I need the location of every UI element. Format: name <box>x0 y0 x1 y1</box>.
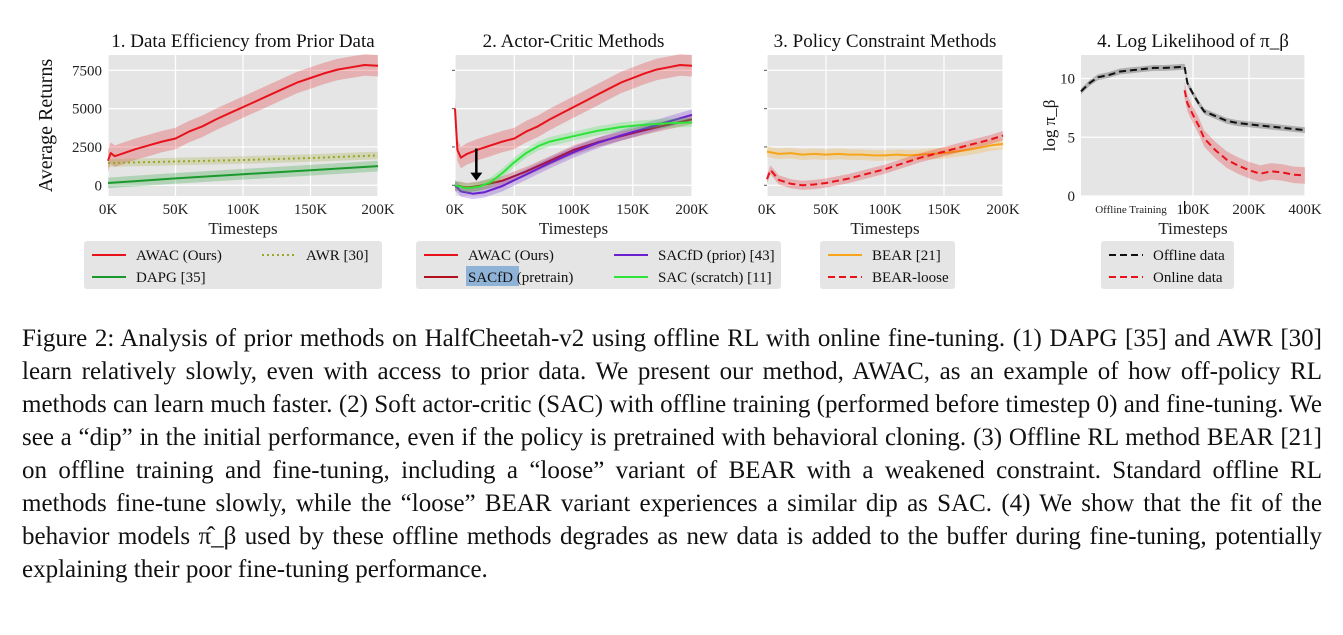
x-tick-label: 50K <box>813 202 839 218</box>
legend-label: Offline data <box>1153 248 1225 264</box>
x-tick-label: 200K <box>361 202 395 218</box>
x-tick-label: 200K <box>675 202 709 218</box>
y-axis-label: log π_β <box>1040 100 1059 152</box>
series-line <box>107 165 379 184</box>
legend-label: BEAR-loose <box>872 270 949 286</box>
series-line <box>454 64 693 159</box>
y-tick-label: 0 <box>1068 189 1076 205</box>
series-line <box>766 142 1004 157</box>
x-tick-label: 100K <box>226 202 260 218</box>
legend-label: SACfD (pretrain) <box>468 270 573 286</box>
series-line <box>454 121 693 190</box>
x-tick-label: 50K <box>501 202 527 218</box>
y-tick-label: 0 <box>95 178 103 194</box>
legend-label: BEAR [21] <box>872 248 941 264</box>
text-selection-highlight <box>466 266 519 286</box>
series-band <box>1184 82 1305 184</box>
legend-label: AWAC (Ours) <box>468 248 554 264</box>
offline-training-label: Offline Training <box>1095 204 1167 216</box>
dip-arrow-head <box>470 172 483 181</box>
series-line <box>107 154 379 164</box>
y-tick-label: 2500 <box>72 140 102 156</box>
x-tick-label: 200K <box>1232 202 1266 218</box>
chart-panel-2: 0K 50K 100K 150K 200K 2. Actor-Critic Methods… <box>416 31 781 289</box>
legend: AWAC (Ours) SACfD (pretrain) SACfD (prior)… <box>416 241 781 289</box>
legend-label: DAPG [35] <box>136 270 206 286</box>
figure-caption: Figure 2: Analysis of prior methods on Ha… <box>22 322 1322 586</box>
x-axis-label: Timesteps <box>1158 219 1227 238</box>
legend-label: SACfD (prior) [43] <box>658 248 775 264</box>
chart-panel-1: 0K 50K 100K 150K 200K 0 2500 5000 7500 1. Data Ef… <box>35 31 395 289</box>
legend-label: AWAC (Ours) <box>136 248 222 264</box>
x-axis-label: Timesteps <box>539 219 608 238</box>
chart-title: 1. Data Efficiency from Prior Data <box>111 31 375 52</box>
caption-text: Analysis of prior methods on HalfCheetah… <box>22 325 1323 583</box>
x-tick-label: 200K <box>986 202 1020 218</box>
y-tick-label: 5 <box>1068 130 1076 146</box>
x-tick-label: 100K <box>557 202 591 218</box>
series-line <box>107 64 379 162</box>
series-band <box>455 54 692 169</box>
x-tick-label: 100K <box>1176 202 1210 218</box>
x-axis-label: Timesteps <box>208 219 277 238</box>
x-tick-label: 150K <box>616 202 650 218</box>
y-tick-label: 5000 <box>72 102 102 118</box>
legend: AWAC (Ours) DAPG [35] AWR [30] <box>84 241 382 289</box>
x-tick-label: 150K <box>294 202 328 218</box>
x-tick-label: 100K <box>868 202 902 218</box>
legend-label: AWR [30] <box>306 248 369 264</box>
y-tick-label: 10 <box>1060 72 1075 88</box>
legend-label: SAC (scratch) [11] <box>658 270 772 286</box>
chart-title: 3. Policy Constraint Methods <box>774 31 997 52</box>
x-tick-label: 150K <box>927 202 961 218</box>
series-band <box>1081 63 1305 134</box>
legend: Offline data Online data <box>1101 241 1234 289</box>
chart-title: 4. Log Likelihood of π_β <box>1097 31 1289 52</box>
x-tick-label: 400K <box>1288 202 1322 218</box>
series-band <box>108 54 378 172</box>
x-tick-label: 50K <box>163 202 189 218</box>
chart-panel-3: 0K 50K 100K 150K 200K 3. Policy Constraint Me… <box>758 31 1020 289</box>
legend-box <box>84 241 382 289</box>
y-tick-label: 7500 <box>72 63 102 79</box>
series-line <box>1080 65 1306 132</box>
series-line <box>766 134 1004 187</box>
legend: BEAR [21] BEAR-loose <box>820 241 955 289</box>
chart-title: 2. Actor-Critic Methods <box>483 31 665 52</box>
legend-label: Online data <box>1153 270 1223 286</box>
x-tick-label: 0K <box>99 202 118 218</box>
x-tick-label: 0K <box>446 202 465 218</box>
y-axis-label: Average Returns <box>35 59 57 193</box>
series-band <box>455 117 692 193</box>
series-line <box>1183 90 1306 177</box>
x-axis-label: Timesteps <box>850 219 919 238</box>
chart-panel-4: 100K 200K 400K 0 5 10 Offline Training 4. Log L… <box>1040 31 1322 289</box>
x-tick-label: 0K <box>758 202 777 218</box>
series-line <box>454 113 693 195</box>
caption-label: Figure 2: <box>22 325 115 352</box>
